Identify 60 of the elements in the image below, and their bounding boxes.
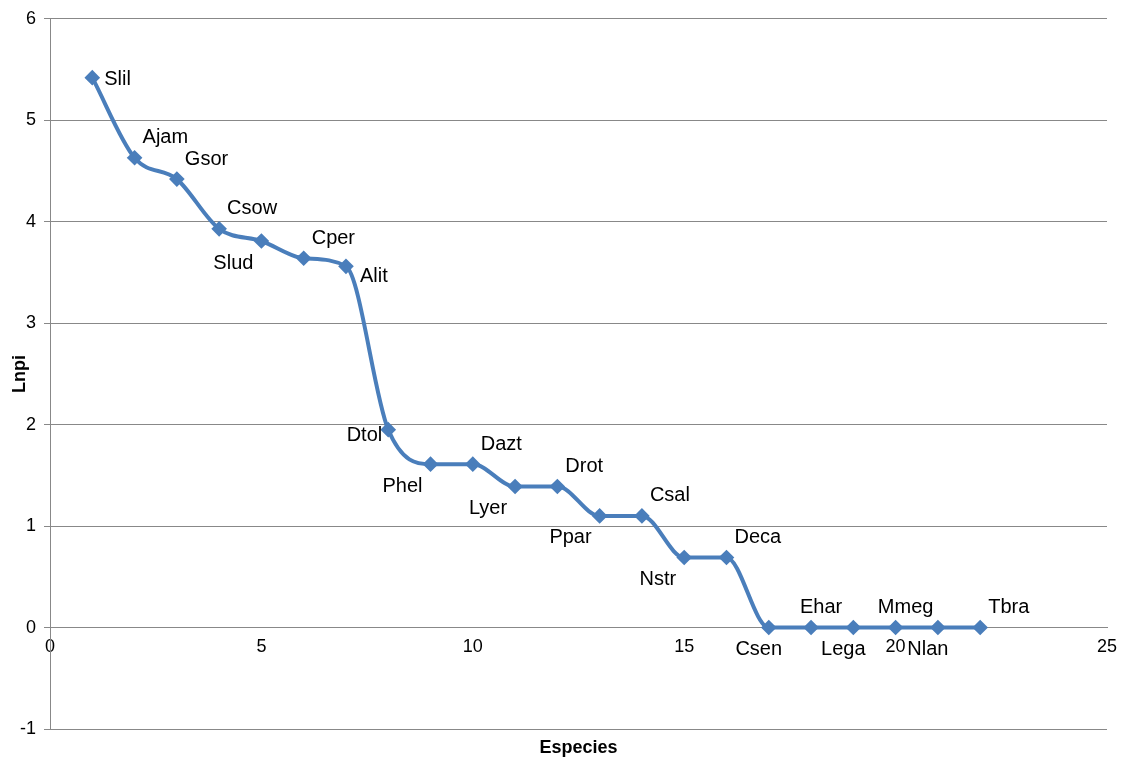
- point: [465, 457, 480, 472]
- point: [677, 550, 692, 565]
- y-tick-label: 4: [25, 210, 36, 231]
- point: [973, 620, 988, 635]
- y-tick-label: 3: [25, 312, 36, 333]
- point: [634, 508, 649, 523]
- annotation: Nstr: [639, 567, 677, 590]
- y-axis-title: Lnpi: [8, 354, 29, 393]
- annotation: Dtol: [346, 423, 383, 446]
- annotation: Tbra: [988, 595, 1031, 618]
- point: [212, 221, 227, 236]
- x-tick-label: 10: [462, 636, 483, 657]
- y-tick-label: 6: [25, 7, 36, 28]
- x-tick-label: 5: [256, 636, 267, 657]
- point: [254, 233, 269, 248]
- point: [508, 479, 523, 494]
- point: [930, 620, 945, 635]
- y-tick-label: 1: [25, 515, 36, 536]
- point: [719, 550, 734, 565]
- point: [423, 457, 438, 472]
- annotation: Slil: [104, 67, 131, 90]
- annotation: Csen: [735, 637, 783, 660]
- annotation: Phel: [382, 473, 423, 496]
- x-tick-label: 20: [885, 636, 906, 657]
- point: [550, 479, 565, 494]
- point: [127, 150, 142, 165]
- y-tick-label: 2: [25, 413, 36, 434]
- annotation: Dazt: [480, 431, 523, 454]
- point: [804, 620, 819, 635]
- x-axis-title: Especies: [539, 736, 618, 757]
- point: [296, 251, 311, 266]
- annotation: Csal: [649, 483, 690, 506]
- y-tick-label: 0: [25, 616, 36, 637]
- annotation: Deca: [734, 525, 783, 548]
- point: [592, 508, 607, 523]
- annotation: Gsor: [184, 146, 229, 169]
- annotation: Slud: [213, 250, 254, 273]
- annotation: Lyer: [468, 496, 508, 519]
- point: [85, 70, 100, 85]
- annotation: Cper: [311, 225, 356, 248]
- annotation: Ppar: [549, 525, 592, 548]
- annotation: Alit: [359, 263, 389, 286]
- y-tick-label: 5: [25, 109, 36, 130]
- point: [888, 620, 903, 635]
- point: [169, 172, 184, 187]
- y-tick-label: -1: [19, 717, 36, 738]
- annotation: Lega: [821, 637, 867, 660]
- point: [846, 620, 861, 635]
- x-tick-label: 25: [1096, 636, 1118, 657]
- point: [338, 259, 353, 274]
- annotation: Mmeg: [877, 595, 934, 618]
- x-tick-label: 15: [674, 636, 695, 657]
- point: [381, 422, 396, 437]
- annotation: Csow: [227, 196, 278, 219]
- x-tick-label: 0: [45, 636, 56, 657]
- annotation: Drot: [565, 454, 604, 477]
- annotation: Ajam: [142, 125, 189, 148]
- point: [761, 620, 776, 635]
- annotation: Ehar: [799, 595, 843, 618]
- annotation: Nlan: [907, 637, 949, 660]
